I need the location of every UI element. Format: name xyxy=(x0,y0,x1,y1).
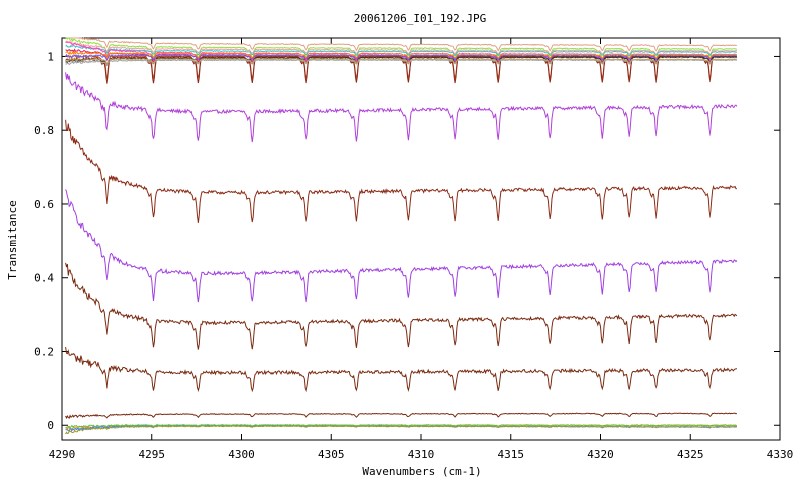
series-group xyxy=(65,37,738,435)
series-line xyxy=(65,423,737,429)
chart-title: 20061206_I01_192.JPG xyxy=(354,12,486,25)
x-axis-label: Wavenumbers (cm-1) xyxy=(362,465,481,478)
series-line xyxy=(65,59,738,66)
x-tick-label: 4310 xyxy=(408,448,435,461)
series-line xyxy=(65,119,737,223)
x-tick-label: 4290 xyxy=(49,448,76,461)
series-line xyxy=(65,262,738,350)
y-tick-label: 0.6 xyxy=(34,198,54,211)
series-line xyxy=(65,44,738,57)
x-tick-label: 4330 xyxy=(767,448,794,461)
axis-ticks xyxy=(61,38,781,440)
x-tick-label: 4295 xyxy=(139,448,166,461)
y-tick-label: 1 xyxy=(47,50,54,63)
series-line xyxy=(65,50,738,59)
series-line xyxy=(65,189,738,303)
series-line xyxy=(65,72,738,143)
y-axis-label: Transmitance xyxy=(6,200,19,279)
y-tick-label: 0.2 xyxy=(34,345,54,358)
series-line xyxy=(65,347,738,393)
series-line xyxy=(65,412,738,420)
series-line xyxy=(65,37,738,52)
series-line xyxy=(65,56,738,67)
x-tick-label: 4300 xyxy=(228,448,255,461)
series-line xyxy=(65,425,738,435)
y-tick-label: 0.4 xyxy=(34,272,54,285)
y-tick-label: 0 xyxy=(47,419,54,432)
series-line xyxy=(65,54,738,61)
x-tick-label: 4305 xyxy=(318,448,345,461)
x-tick-label: 4315 xyxy=(498,448,525,461)
y-tick-label: 0.8 xyxy=(34,124,54,137)
x-tick-label: 4320 xyxy=(587,448,614,461)
tick-labels: 4290 4295 4300 4305 4310 4315 4320 4325 4330 0 0.2… xyxy=(34,50,793,461)
series-line xyxy=(65,57,737,65)
x-tick-label: 4325 xyxy=(677,448,704,461)
series-line xyxy=(65,40,737,56)
plot-area-frame xyxy=(61,37,781,441)
